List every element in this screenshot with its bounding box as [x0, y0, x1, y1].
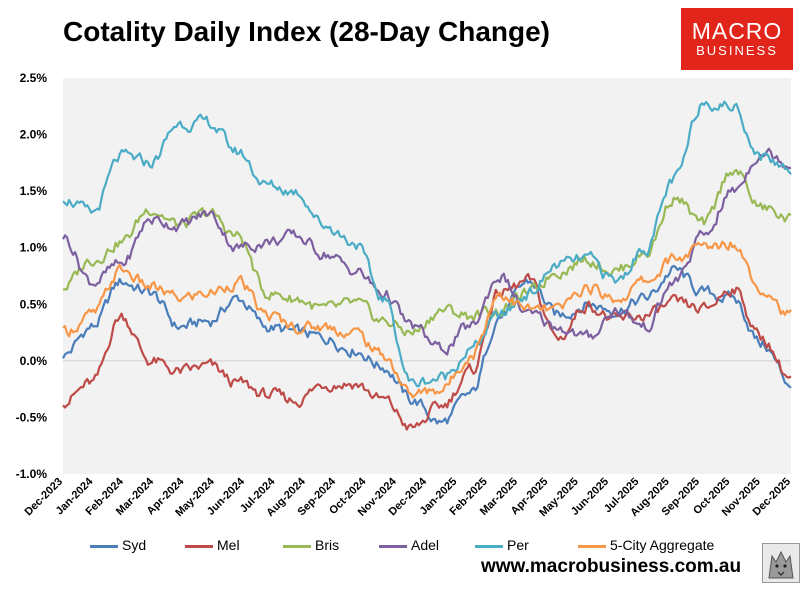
series-line-syd	[62, 264, 792, 425]
legend-item-5-city-aggregate: 5-City Aggregate	[578, 537, 714, 553]
legend-swatch	[475, 544, 503, 548]
legend-swatch	[283, 544, 311, 548]
legend-label: Per	[507, 537, 529, 553]
legend-label: Adel	[411, 537, 440, 553]
legend-swatch	[379, 544, 407, 548]
y-tick-label: -0.5%	[16, 410, 48, 424]
series-line-mel	[62, 272, 792, 431]
legend-item-mel: Mel	[185, 537, 240, 553]
legend-swatch	[185, 544, 213, 548]
legend-label: 5-City Aggregate	[610, 537, 715, 553]
y-tick-label: 2.0%	[20, 128, 48, 142]
plot-area	[63, 78, 791, 474]
legend-swatch	[90, 544, 118, 548]
legend-label: Bris	[315, 537, 340, 553]
macrobusiness-logo: MACRO BUSINESS	[681, 8, 793, 70]
logo-line-2: BUSINESS	[696, 43, 778, 58]
y-tick-label: 1.5%	[20, 184, 48, 198]
y-tick-label: -1.0%	[16, 467, 48, 481]
y-tick-label: 0.5%	[20, 297, 48, 311]
legend-label: Syd	[122, 537, 147, 553]
legend-item-per: Per	[475, 537, 529, 553]
series-line-adel	[62, 147, 792, 356]
legend-label: Mel	[217, 537, 240, 553]
series-line-5-city-aggregate	[62, 240, 792, 399]
y-tick-label: 1.0%	[20, 241, 48, 255]
legend-item-syd: Syd	[90, 537, 146, 553]
series-line-per	[62, 100, 792, 388]
y-tick-label: 0.0%	[20, 354, 48, 368]
legend-item-bris: Bris	[283, 537, 339, 553]
legend-item-adel: Adel	[379, 537, 439, 553]
site-url[interactable]: www.macrobusiness.com.au	[481, 556, 742, 577]
wolf-mascot-icon	[762, 543, 800, 583]
chart-title: Cotality Daily Index (28-Day Change)	[63, 16, 551, 47]
line-chart: 2.5%2.0%1.5%1.0%0.5%0.0%-0.5%-1.0% Dec-2…	[16, 71, 793, 519]
y-tick-label: 2.5%	[20, 71, 48, 85]
legend-swatch	[578, 544, 606, 548]
logo-line-1: MACRO	[691, 18, 783, 44]
